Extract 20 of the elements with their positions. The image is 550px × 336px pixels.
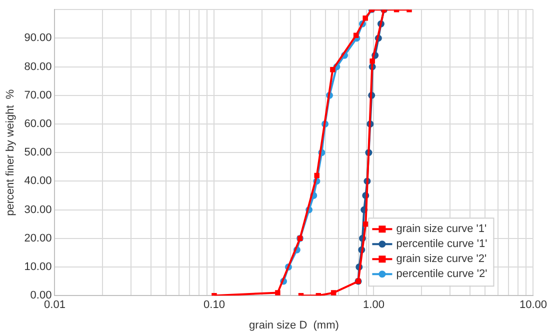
- y-tick-label: 20.00: [24, 232, 52, 244]
- y-tick-label: 60.00: [24, 118, 52, 130]
- y-tick-label: 50.00: [24, 146, 52, 159]
- legend-label: percentile curve '2': [396, 268, 488, 280]
- y-axis-title: percent finer by weight %: [4, 89, 17, 216]
- legend-label: grain size curve '1': [396, 223, 487, 236]
- x-tick-label: 1.00: [363, 299, 384, 312]
- legend-label: grain size curve '2': [396, 253, 487, 266]
- y-tick-label: 30.00: [24, 204, 52, 216]
- y-tick-label: 0.00: [30, 290, 52, 302]
- x-tick-label: 0.01: [44, 299, 66, 312]
- legend-label: percentile curve '1': [396, 238, 488, 250]
- y-tick-label: 80.00: [24, 60, 52, 73]
- y-tick-label: 70.00: [24, 89, 52, 102]
- y-tick-label: 10.00: [24, 261, 52, 274]
- x-tick-label: 10.00: [519, 299, 547, 312]
- y-tick-label: 40.00: [24, 175, 52, 188]
- x-tick-label: 0.10: [204, 299, 225, 312]
- x-axis-title: grain size D (mm): [249, 319, 339, 332]
- y-tick-label: 90.00: [24, 32, 52, 44]
